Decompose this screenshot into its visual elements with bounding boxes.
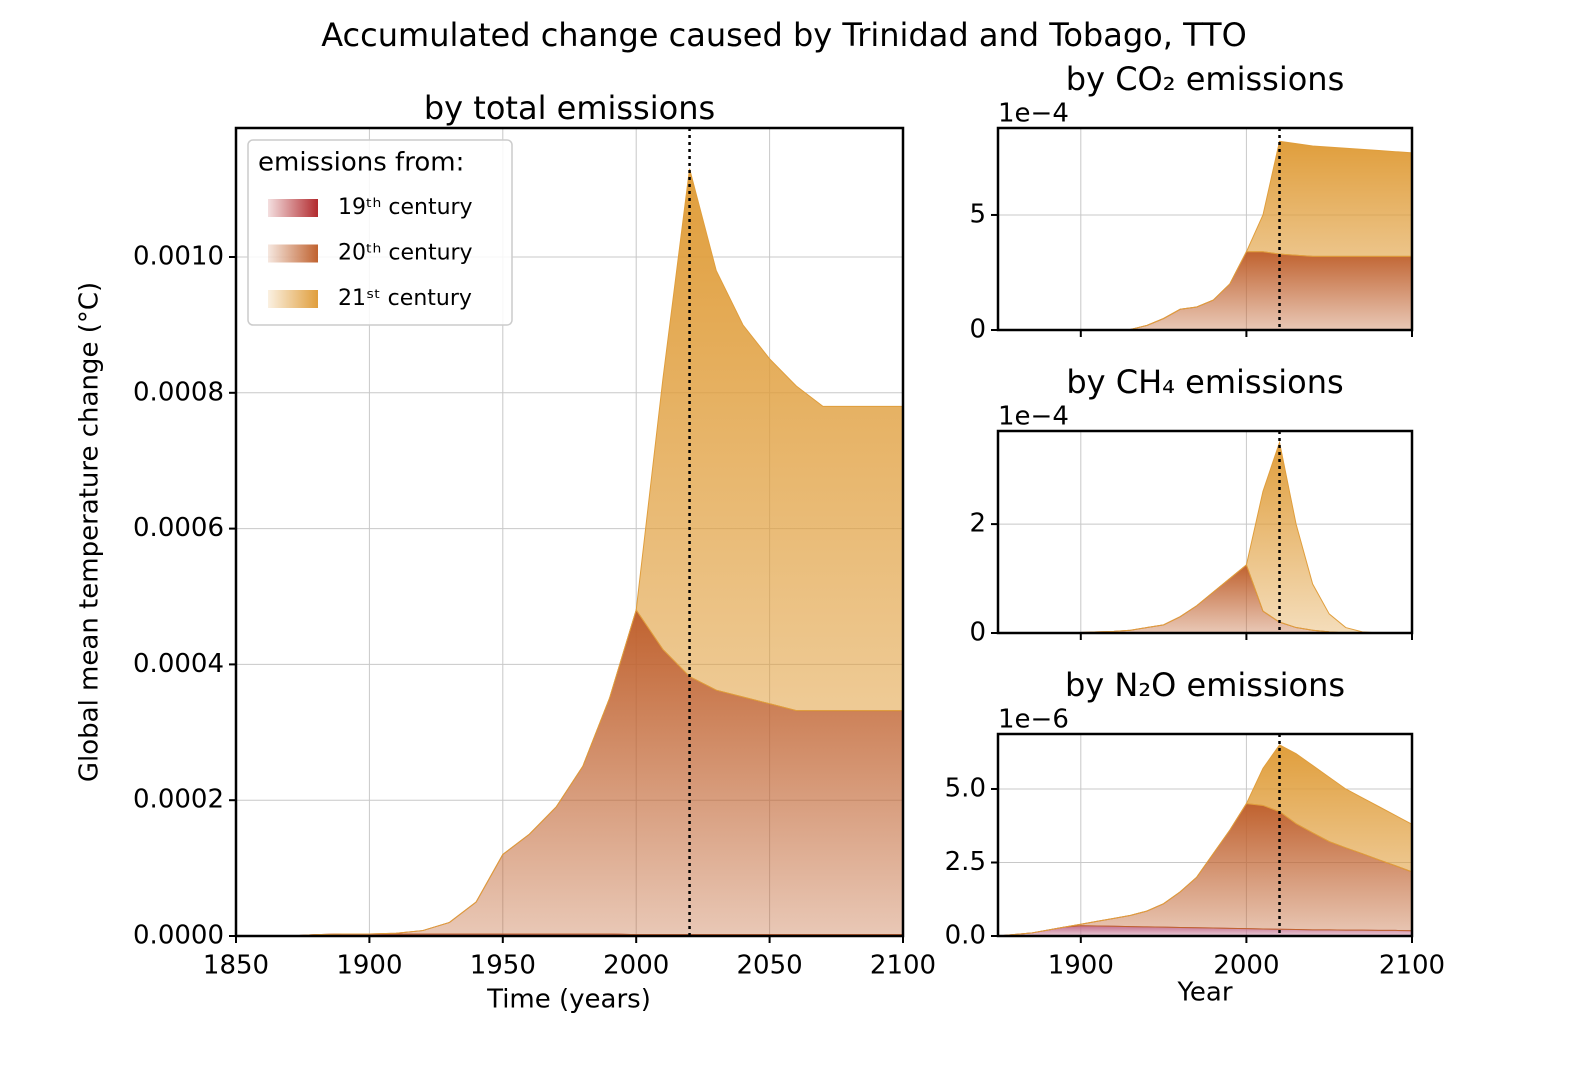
subplot-title: by N₂O emissions (1065, 666, 1345, 704)
y-tick-label: 0.0008 (133, 377, 224, 407)
legend-box (247, 139, 513, 326)
legend-swatch (268, 290, 318, 308)
subplot-title: by CO₂ emissions (1066, 60, 1344, 98)
y-tick-label: 2.5 (945, 847, 986, 877)
subplot-title: by CH₄ emissions (1066, 363, 1343, 401)
y-tick-label: 5 (969, 199, 986, 229)
offset-label: 1e−4 (998, 402, 1069, 432)
y-tick-label: 0.0006 (133, 513, 224, 543)
y-tick-label: 0.0 (945, 921, 986, 951)
plot-frame (234, 126, 905, 938)
subplot-title: by total emissions (424, 89, 715, 127)
offset-label: 1e−6 (998, 705, 1069, 735)
x-tick-label: 2050 (737, 951, 803, 981)
area (998, 440, 1412, 634)
legend-swatch (268, 244, 318, 263)
area (998, 251, 1413, 331)
y-axis-label: Global mean temperature change (°C) (75, 282, 105, 782)
x-tick-label: 2100 (870, 951, 936, 981)
y-tick-label: 0.0010 (133, 242, 224, 272)
y-tick-label: 2 (969, 509, 986, 539)
legend-label: 20ᵗʰ century (338, 241, 473, 266)
y-tick-label: 0 (969, 618, 986, 648)
figure-title: Accumulated change caused by Trinidad an… (321, 16, 1247, 54)
legend-title: emissions from: (258, 148, 464, 178)
legend-swatch (268, 199, 318, 217)
x-tick-label: 2000 (603, 951, 669, 981)
offset-label: 1e−4 (998, 99, 1069, 129)
x-tick-label: 1900 (336, 951, 402, 981)
legend-label: 21ˢᵗ century (338, 286, 472, 311)
x-tick-label: 2000 (1213, 951, 1279, 981)
y-tick-label: 0.0004 (133, 649, 224, 679)
plot-frame (996, 732, 1414, 938)
y-tick-label: 0.0000 (133, 921, 224, 951)
legend-label: 19ᵗʰ century (338, 195, 473, 220)
x-axis-label: Time (years) (486, 985, 651, 1015)
y-tick-label: 0.0002 (133, 785, 224, 815)
x-tick-label: 1850 (203, 951, 269, 981)
plot-frame (996, 429, 1414, 635)
y-tick-label: 0 (969, 315, 986, 345)
plot-frame (996, 126, 1414, 332)
y-tick-label: 5.0 (945, 773, 986, 803)
x-tick-label: 1900 (1048, 951, 1114, 981)
x-tick-label: 2100 (1379, 951, 1445, 981)
x-tick-label: 1950 (470, 951, 536, 981)
x-axis-label: Year (1176, 978, 1232, 1008)
